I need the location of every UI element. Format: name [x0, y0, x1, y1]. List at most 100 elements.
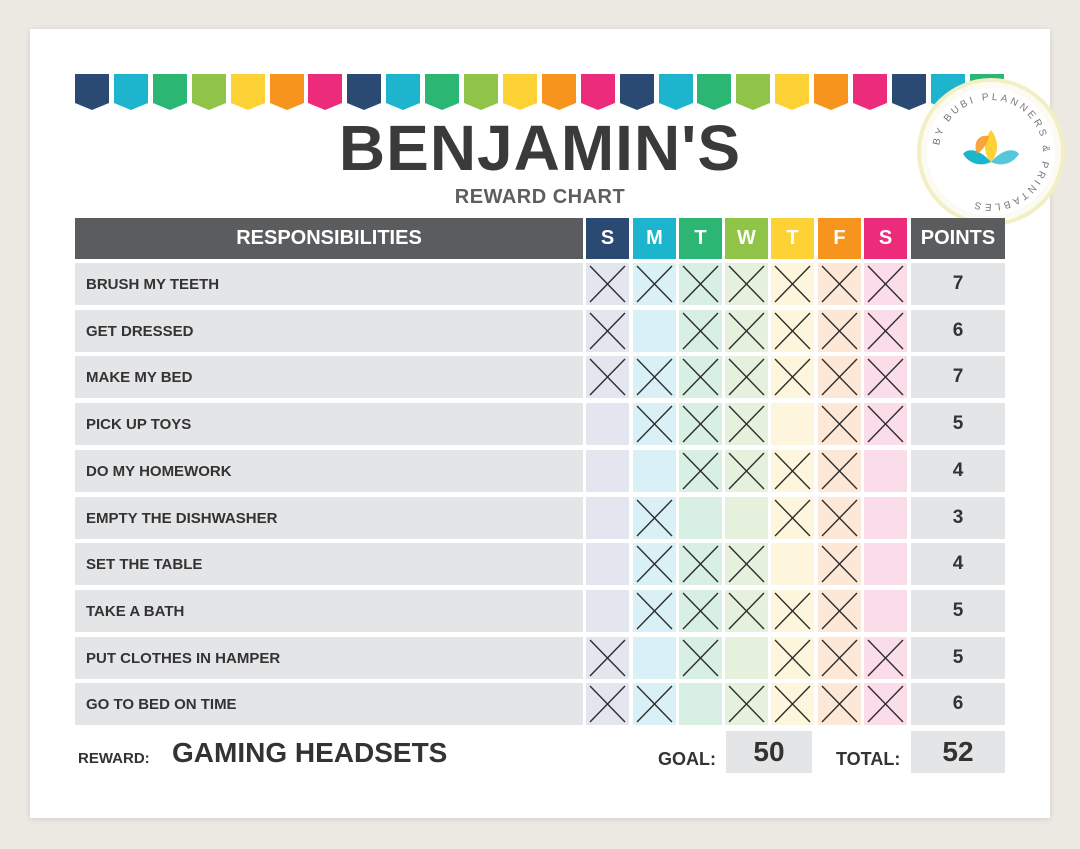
check-x-mark	[636, 358, 673, 396]
day-header: S	[586, 218, 629, 259]
day-cell[interactable]	[864, 356, 907, 398]
day-cell[interactable]	[771, 263, 814, 305]
reward-value: GAMING HEADSETS	[172, 737, 448, 768]
bunting-flag	[580, 74, 615, 110]
day-cell[interactable]	[679, 683, 722, 725]
check-x-mark	[821, 452, 858, 490]
day-cell[interactable]	[633, 403, 676, 445]
day-cell[interactable]	[586, 683, 629, 725]
task-label: EMPTY THE DISHWASHER	[75, 497, 583, 539]
day-cell[interactable]	[586, 263, 629, 305]
day-cell[interactable]	[679, 637, 722, 679]
points-cell: 6	[911, 683, 1005, 725]
day-cell[interactable]	[864, 497, 907, 539]
check-x-mark	[728, 312, 765, 350]
day-cell[interactable]	[864, 590, 907, 632]
day-cell[interactable]	[725, 356, 768, 398]
day-cell[interactable]	[864, 263, 907, 305]
day-cell[interactable]	[771, 403, 814, 445]
check-x-mark	[821, 639, 858, 677]
day-cell[interactable]	[771, 637, 814, 679]
day-cell[interactable]	[771, 356, 814, 398]
day-cell[interactable]	[633, 683, 676, 725]
check-x-mark	[682, 312, 719, 350]
task-label: MAKE MY BED	[75, 356, 583, 398]
day-cell[interactable]	[633, 637, 676, 679]
day-cell[interactable]	[818, 263, 861, 305]
check-x-mark	[636, 405, 673, 443]
day-cell[interactable]	[679, 356, 722, 398]
day-cell[interactable]	[679, 450, 722, 492]
check-x-mark	[589, 358, 626, 396]
responsibilities-header: RESPONSIBILITIES	[75, 218, 583, 259]
day-cell[interactable]	[679, 497, 722, 539]
day-cell[interactable]	[633, 263, 676, 305]
day-cell[interactable]	[586, 590, 629, 632]
day-cell[interactable]	[586, 497, 629, 539]
day-cell[interactable]	[633, 356, 676, 398]
day-cell[interactable]	[633, 497, 676, 539]
points-cell: 4	[911, 543, 1005, 585]
day-cell[interactable]	[818, 637, 861, 679]
day-cell[interactable]	[864, 403, 907, 445]
day-cell[interactable]	[771, 450, 814, 492]
day-cell[interactable]	[818, 450, 861, 492]
day-cell[interactable]	[725, 497, 768, 539]
day-cell[interactable]	[586, 403, 629, 445]
day-cell[interactable]	[818, 310, 861, 352]
day-cell[interactable]	[586, 637, 629, 679]
day-cell[interactable]	[586, 450, 629, 492]
check-x-mark	[682, 452, 719, 490]
day-cell[interactable]	[679, 543, 722, 585]
check-x-mark	[774, 592, 811, 630]
day-cell[interactable]	[864, 637, 907, 679]
check-x-mark	[728, 685, 765, 723]
day-cell[interactable]	[725, 310, 768, 352]
check-x-mark	[636, 545, 673, 583]
day-cell[interactable]	[771, 590, 814, 632]
total-label: TOTAL:	[836, 749, 901, 769]
day-cell[interactable]	[771, 310, 814, 352]
day-cell[interactable]	[679, 263, 722, 305]
check-x-mark	[728, 405, 765, 443]
day-cell[interactable]	[725, 403, 768, 445]
day-cell[interactable]	[818, 683, 861, 725]
day-cell[interactable]	[633, 310, 676, 352]
day-cell[interactable]	[818, 403, 861, 445]
day-cell[interactable]	[679, 590, 722, 632]
day-cell[interactable]	[864, 683, 907, 725]
day-cell[interactable]	[586, 543, 629, 585]
check-x-mark	[682, 265, 719, 303]
day-cell[interactable]	[818, 590, 861, 632]
day-cell[interactable]	[586, 310, 629, 352]
bunting-flag	[308, 74, 343, 110]
points-cell: 4	[911, 450, 1005, 492]
day-cell[interactable]	[633, 590, 676, 632]
day-cell[interactable]	[771, 497, 814, 539]
day-header: F	[818, 218, 861, 259]
day-cell[interactable]	[725, 543, 768, 585]
day-cell[interactable]	[725, 590, 768, 632]
check-x-mark	[728, 265, 765, 303]
bunting-flag	[191, 74, 226, 110]
day-cell[interactable]	[864, 543, 907, 585]
day-cell[interactable]	[725, 263, 768, 305]
day-cell[interactable]	[725, 637, 768, 679]
day-cell[interactable]	[633, 450, 676, 492]
day-cell[interactable]	[818, 543, 861, 585]
chart-subtitle: REWARD CHART	[454, 186, 626, 208]
day-cell[interactable]	[679, 403, 722, 445]
day-cell[interactable]	[864, 310, 907, 352]
day-cell[interactable]	[864, 450, 907, 492]
day-cell[interactable]	[771, 683, 814, 725]
day-cell[interactable]	[725, 683, 768, 725]
day-cell[interactable]	[633, 543, 676, 585]
day-cell[interactable]	[818, 356, 861, 398]
day-cell[interactable]	[818, 497, 861, 539]
day-cell[interactable]	[586, 356, 629, 398]
day-cell[interactable]	[725, 450, 768, 492]
day-cell[interactable]	[679, 310, 722, 352]
day-cell[interactable]	[771, 543, 814, 585]
bunting-flag	[230, 74, 265, 110]
bunting-flag	[658, 74, 693, 110]
